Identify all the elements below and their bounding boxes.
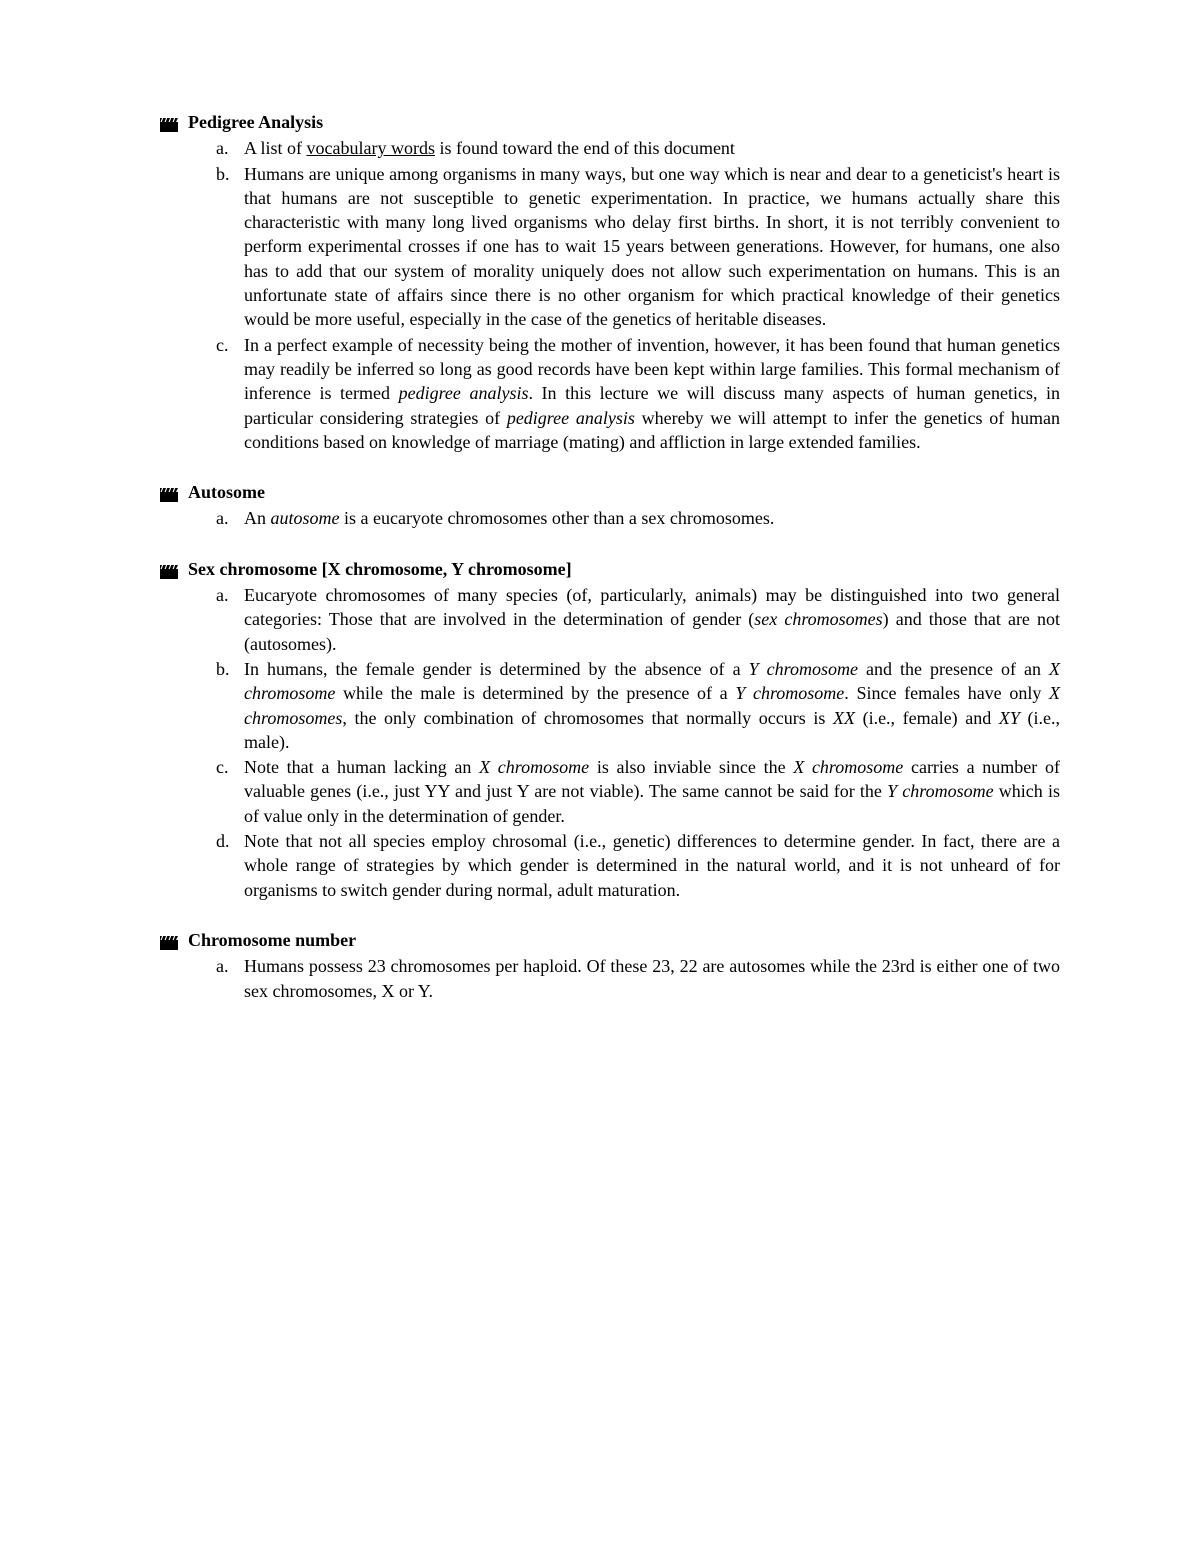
section: Chromosome numbera. Humans possess 23 chr… (160, 928, 1060, 1003)
list-item: a. Eucaryote chromosomes of many species … (216, 583, 1060, 656)
clapper-icon (160, 484, 178, 498)
list-item-text: Note that not all species employ chrosom… (244, 831, 1060, 900)
section: Autosomea. An autosome is a eucaryote chr… (160, 480, 1060, 531)
list-item: d. Note that not all species employ chros… (216, 829, 1060, 902)
section-header: Autosome (160, 480, 1060, 504)
list-item: c. In a perfect example of necessity bein… (216, 333, 1060, 454)
section: Pedigree Analysisa. A list of vocabulary … (160, 110, 1060, 454)
list-item: a. Humans possess 23 chromosomes per hapl… (216, 954, 1060, 1003)
list-marker: a. (216, 954, 229, 978)
list-item-text: Humans possess 23 chromosomes per haploi… (244, 956, 1060, 1000)
list-marker: b. (216, 162, 230, 186)
sub-list: a. Humans possess 23 chromosomes per hapl… (160, 954, 1060, 1003)
clapper-icon (160, 932, 178, 946)
document-page: Pedigree Analysisa.A list of vocabulary … (0, 0, 1200, 1553)
sub-list: a. An autosome is a eucaryote chromosomes… (160, 506, 1060, 530)
list-item-text: In a perfect example of necessity being … (244, 335, 1060, 452)
list-item-text: In humans, the female gender is determin… (244, 659, 1060, 752)
list-item-text: Eucaryote chromosomes of many species (o… (244, 585, 1060, 654)
section-title: Pedigree Analysis (188, 110, 323, 134)
clapper-icon (160, 114, 178, 128)
list-marker: d. (216, 829, 230, 853)
list-item-text: An autosome is a eucaryote chromosomes o… (244, 508, 774, 528)
list-item: a. A list of vocabulary words is found to… (216, 136, 1060, 160)
list-marker: c. (216, 333, 229, 357)
sub-list: a. A list of vocabulary words is found to… (160, 136, 1060, 454)
list-item-text: A list of vocabulary words is found towa… (244, 138, 735, 158)
list-item: c. Note that a human lacking an X chromos… (216, 755, 1060, 828)
list-item: b. In humans, the female gender is determ… (216, 657, 1060, 754)
list-item-text: Note that a human lacking an X chromosom… (244, 757, 1060, 826)
list-marker: a. (216, 136, 229, 160)
section-title: Autosome (188, 480, 265, 504)
clapper-icon (160, 561, 178, 575)
section-title: Sex chromosome [X chromosome, Y chromoso… (188, 557, 572, 581)
list-marker: a. (216, 506, 229, 530)
list-marker: c. (216, 755, 229, 779)
list-marker: b. (216, 657, 230, 681)
list-item-text: Humans are unique among organisms in man… (244, 164, 1060, 330)
section-header: Sex chromosome [X chromosome, Y chromoso… (160, 557, 1060, 581)
sub-list: a. Eucaryote chromosomes of many species … (160, 583, 1060, 902)
section-title: Chromosome number (188, 928, 356, 952)
section-header: Pedigree Analysis (160, 110, 1060, 134)
section: Sex chromosome [X chromosome, Y chromoso… (160, 557, 1060, 902)
list-item: a. An autosome is a eucaryote chromosomes… (216, 506, 1060, 530)
section-header: Chromosome number (160, 928, 1060, 952)
list-marker: a. (216, 583, 229, 607)
list-item: b. Humans are unique among organisms in m… (216, 162, 1060, 332)
